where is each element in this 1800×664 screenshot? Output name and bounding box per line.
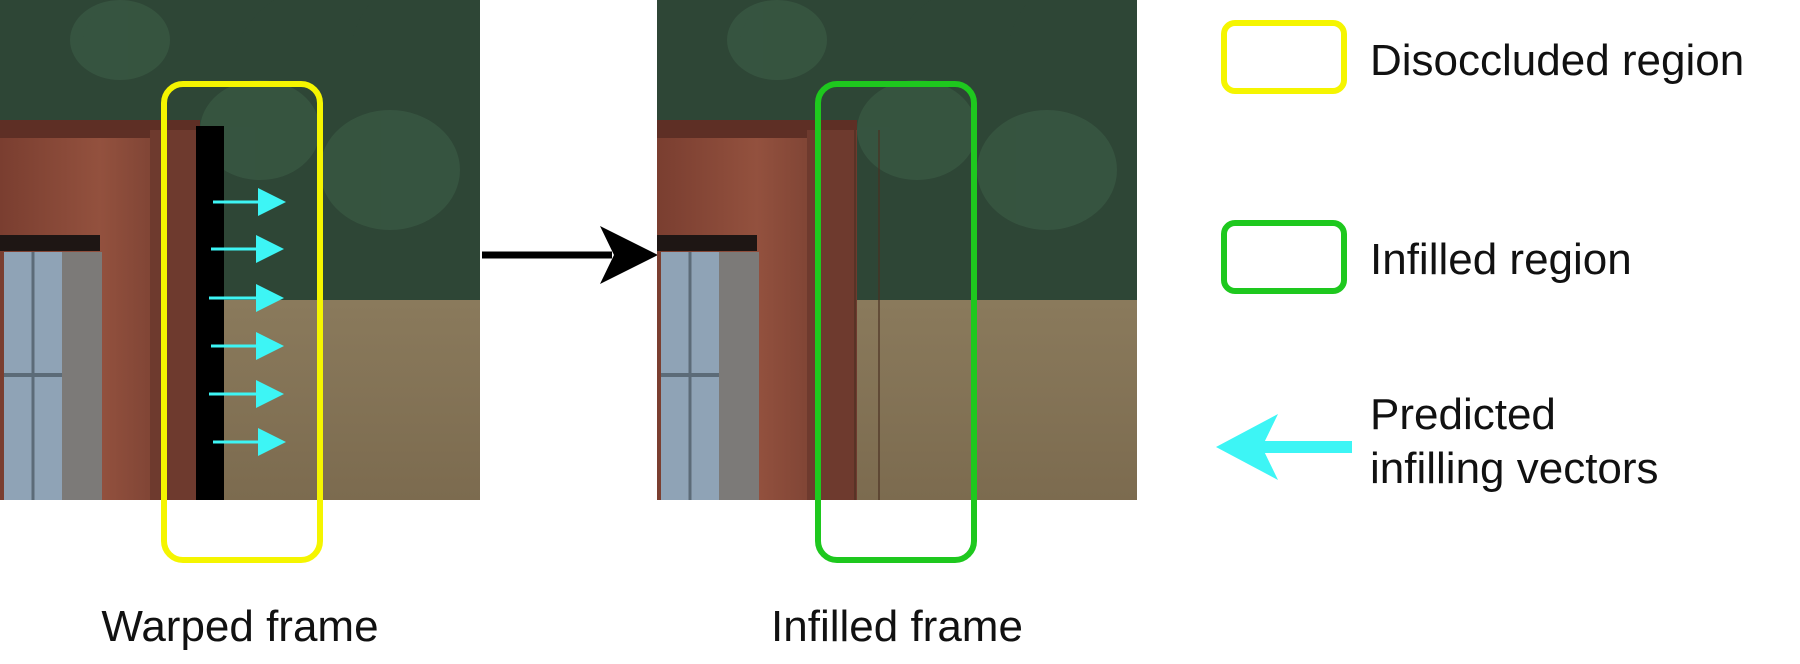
- transform-arrow: [482, 220, 662, 290]
- disoccluded-swatch: [1221, 20, 1347, 94]
- predicted-vectors-label-line2: infilling vectors: [1370, 442, 1659, 496]
- infilled-region-box: [815, 81, 977, 563]
- infilled-frame-caption: Infilled frame: [657, 602, 1137, 652]
- infilled-swatch: [1221, 220, 1347, 294]
- disoccluded-region-label: Disoccluded region: [1370, 34, 1744, 88]
- infilled-region-label: Infilled region: [1370, 233, 1632, 287]
- warped-frame-caption: Warped frame: [0, 602, 480, 652]
- predicted-vectors-label-line1: Predicted: [1370, 388, 1556, 442]
- predicted-vector-arrow-icon: [1216, 412, 1352, 482]
- legend: Disoccluded region Infilled region Predi…: [1210, 0, 1800, 520]
- disoccluded-region-box: [161, 81, 323, 563]
